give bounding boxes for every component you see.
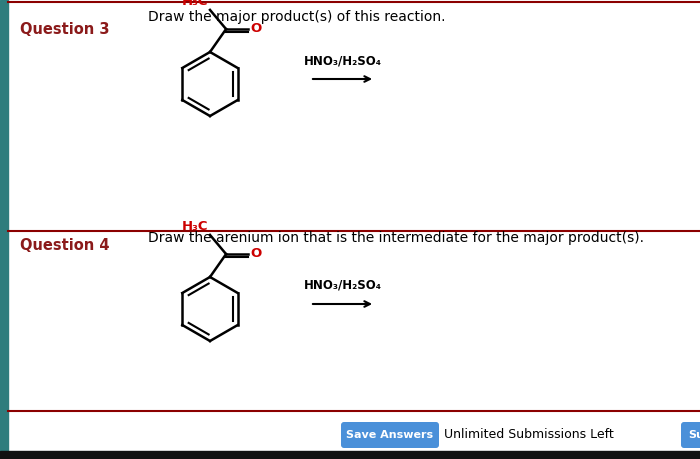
Text: Unlimited Submissions Left: Unlimited Submissions Left (444, 429, 614, 442)
Bar (0, 0, 8, 459)
Text: Su: Su (688, 430, 700, 440)
Text: Question 4: Question 4 (20, 239, 109, 253)
FancyBboxPatch shape (341, 422, 439, 448)
Text: H₃C: H₃C (181, 220, 208, 233)
Text: Question 3: Question 3 (20, 22, 109, 37)
Text: HNO₃/H₂SO₄: HNO₃/H₂SO₄ (304, 54, 382, 67)
Text: Save Answers: Save Answers (346, 430, 433, 440)
Text: H₃C: H₃C (181, 0, 208, 8)
FancyBboxPatch shape (681, 422, 700, 448)
Text: O: O (250, 246, 261, 259)
Bar (0, 451, 700, 459)
Text: Draw the major product(s) of this reaction.: Draw the major product(s) of this reacti… (148, 10, 445, 24)
Text: O: O (250, 22, 261, 34)
Text: Draw the arenium ion that is the intermediate for the major product(s).: Draw the arenium ion that is the interme… (148, 231, 644, 245)
Text: HNO₃/H₂SO₄: HNO₃/H₂SO₄ (304, 279, 382, 292)
